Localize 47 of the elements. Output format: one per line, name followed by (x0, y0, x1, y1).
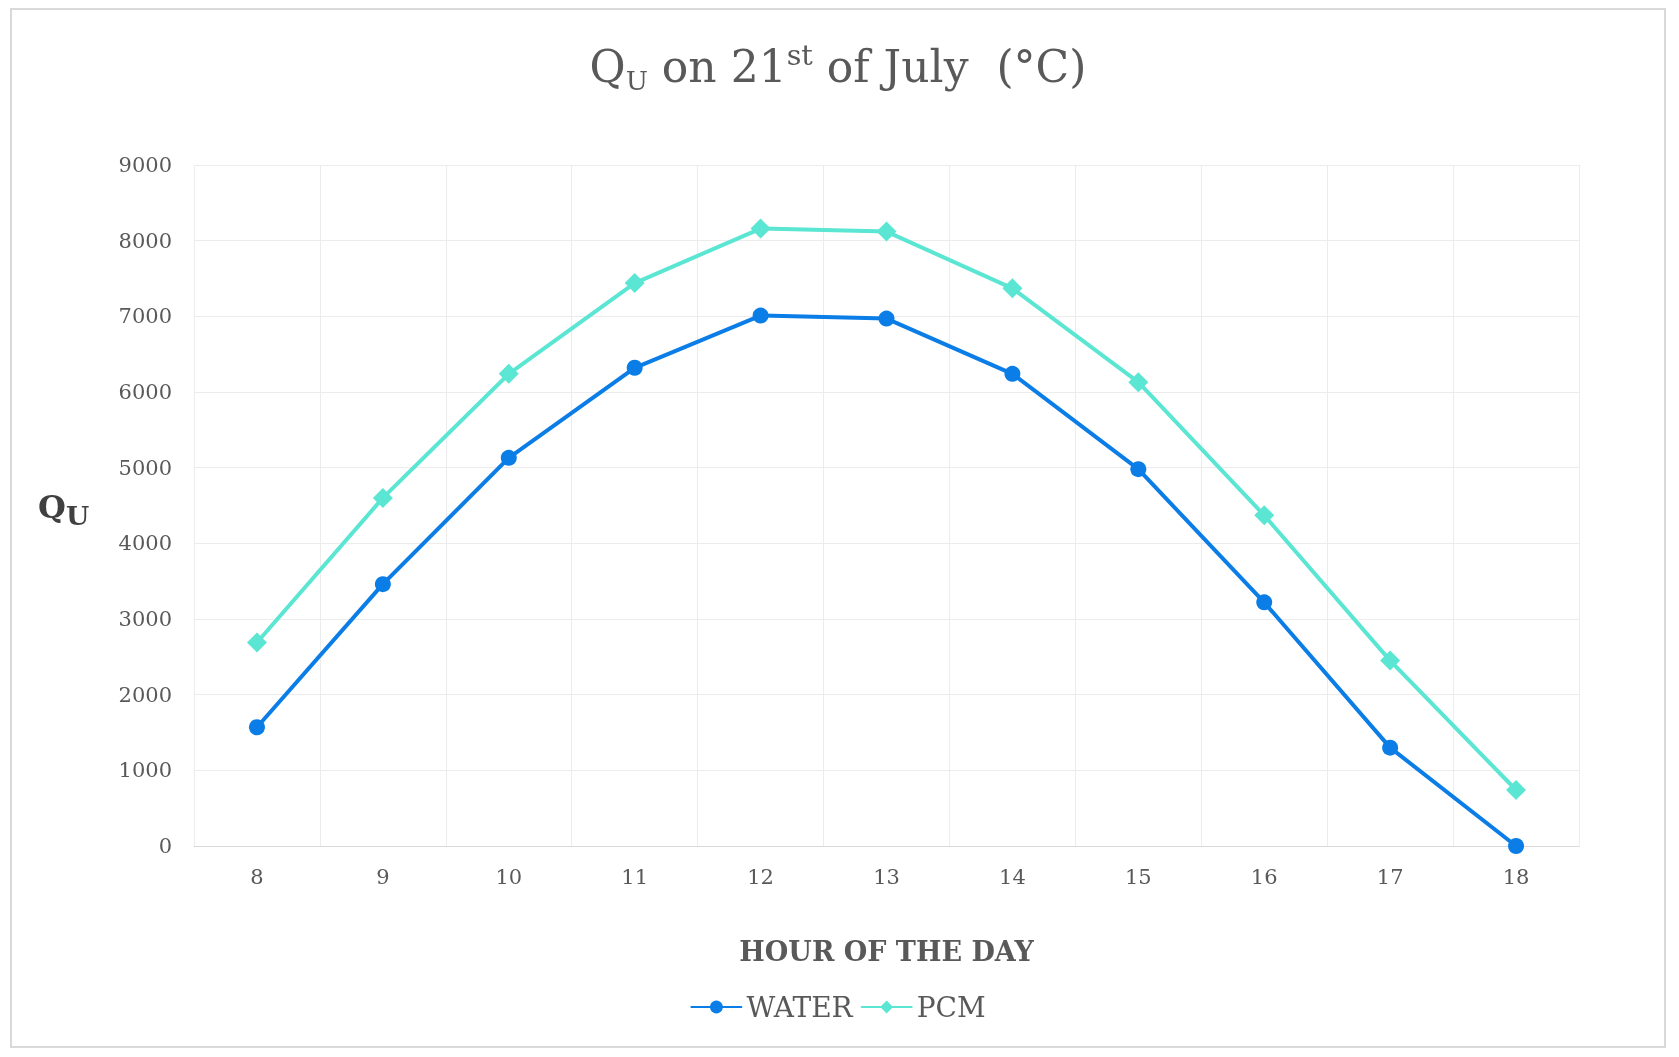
y-tick-label: 5000 (118, 455, 172, 480)
point (248, 719, 265, 736)
point (876, 221, 897, 242)
y-axis-title: Q$_{U}$ (38, 488, 90, 532)
point (626, 359, 643, 376)
point (500, 449, 517, 466)
y-tick-label: 4000 (118, 531, 172, 556)
legend-label: PCM (916, 990, 986, 1024)
point (1004, 365, 1021, 382)
y-tick-label: 9000 (118, 153, 172, 177)
point (372, 487, 393, 508)
x-tick-label: 12 (747, 864, 774, 889)
legend-label: WATER (746, 990, 854, 1024)
x-tick-label: 8 (250, 864, 264, 889)
x-axis-title: HOUR OF THE DAY (739, 936, 1035, 967)
point (1130, 461, 1147, 478)
x-tick-label: 15 (1124, 864, 1152, 889)
point (752, 307, 769, 324)
y-tick-label: 8000 (118, 228, 172, 253)
point (498, 363, 519, 384)
point (1254, 505, 1275, 526)
point (1128, 372, 1149, 393)
x-tick-label: 10 (495, 864, 523, 889)
x-tick-label: 9 (376, 864, 390, 889)
point (246, 632, 267, 653)
x-tick-label: 14 (999, 864, 1026, 889)
point (1256, 594, 1273, 611)
point (1382, 739, 1399, 756)
y-tick-label: 7000 (118, 304, 172, 329)
point (878, 310, 895, 327)
point (374, 576, 391, 593)
point (750, 218, 771, 239)
point (1002, 278, 1023, 299)
x-tick-label: 13 (873, 864, 900, 889)
y-tick-label: 3000 (118, 607, 172, 631)
point (1380, 650, 1401, 671)
y-tick-label: 1000 (118, 758, 172, 783)
y-tick-label: 2000 (118, 682, 172, 707)
point (1506, 780, 1527, 801)
y-tick-label: 6000 (118, 380, 172, 404)
point (624, 273, 645, 294)
y-tick-label: 0 (158, 834, 172, 858)
x-tick-label: 18 (1502, 864, 1530, 889)
point (1508, 838, 1525, 854)
x-tick-label: 17 (1376, 864, 1404, 889)
x-tick-label: 16 (1250, 864, 1278, 889)
x-tick-label: 11 (621, 864, 649, 889)
